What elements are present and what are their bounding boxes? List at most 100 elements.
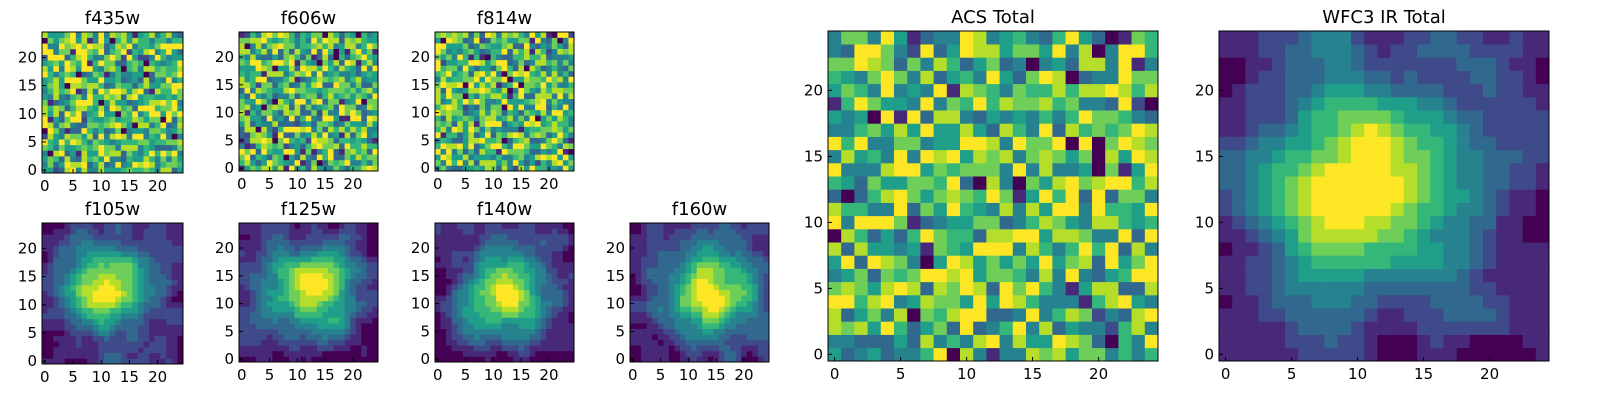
heatmap-cell — [239, 250, 245, 257]
heatmap-cell — [166, 37, 173, 44]
heatmap-cell — [1118, 176, 1132, 190]
heatmap-cell — [841, 163, 855, 177]
heatmap-cell — [272, 126, 279, 133]
axes-frame — [41, 222, 184, 365]
heatmap-cell — [160, 245, 167, 252]
heatmap-cell — [663, 334, 670, 341]
heatmap-cell — [87, 71, 94, 78]
heatmap-cell — [440, 350, 447, 357]
heatmap-cell — [333, 323, 340, 329]
heatmap-cell — [468, 98, 475, 105]
heatmap-cell — [294, 328, 301, 335]
heatmap-cell — [752, 328, 759, 335]
heatmap-cell — [115, 139, 122, 146]
heatmap-cell — [646, 300, 653, 307]
heatmap-cell — [462, 300, 469, 307]
heatmap-cell — [64, 273, 71, 280]
heatmap-cell — [933, 176, 948, 190]
heatmap-cell — [523, 126, 530, 133]
heatmap-cell — [355, 350, 362, 357]
heatmap-cell — [451, 317, 458, 324]
heatmap-cell — [680, 311, 686, 318]
heatmap-cell — [540, 143, 547, 150]
heatmap-cell — [479, 132, 486, 138]
heatmap-cell — [322, 328, 329, 335]
heatmap-cell — [255, 37, 262, 44]
heatmap-cell — [1144, 295, 1159, 309]
heatmap-cell — [47, 335, 54, 342]
heatmap-cell — [92, 105, 99, 112]
heatmap-cell — [58, 268, 65, 275]
heatmap-cell — [646, 295, 653, 302]
heatmap-cell — [81, 341, 88, 348]
heatmap-cell — [512, 223, 519, 229]
y-tick-label: 0 — [27, 161, 37, 179]
heatmap-cell — [339, 328, 345, 335]
heatmap-cell — [132, 301, 139, 308]
heatmap-cell — [446, 345, 452, 352]
heatmap-cell — [907, 268, 921, 283]
heatmap-cell — [115, 60, 122, 67]
heatmap-cell — [261, 334, 268, 341]
heatmap-cell — [523, 245, 530, 252]
heatmap-cell — [289, 104, 295, 111]
heatmap-cell — [986, 255, 1000, 269]
heatmap-cell — [171, 144, 178, 151]
heatmap-cell — [316, 323, 323, 329]
heatmap-cell — [440, 104, 447, 111]
heatmap-cell — [1026, 255, 1040, 269]
heatmap-cell — [244, 250, 251, 257]
heatmap-cell — [562, 43, 569, 49]
heatmap-cell — [244, 234, 251, 240]
heatmap-cell — [350, 328, 357, 335]
heatmap-cell — [894, 163, 908, 177]
heatmap-cell — [289, 311, 295, 318]
heatmap-cell — [440, 345, 447, 352]
heatmap-cell — [344, 284, 351, 291]
heatmap-cell — [70, 318, 77, 325]
heatmap-cell — [933, 110, 948, 124]
heatmap-cell — [339, 334, 345, 341]
heatmap-cell — [535, 317, 541, 324]
heatmap-cell — [986, 334, 1000, 349]
heatmap-cell — [512, 339, 519, 346]
heatmap-cell — [327, 93, 334, 100]
heatmap-cell — [289, 48, 295, 55]
heatmap-cell — [496, 295, 503, 302]
heatmap-cell — [322, 54, 329, 61]
heatmap-cell — [283, 37, 290, 44]
heatmap-cell — [255, 115, 262, 122]
heatmap-cell — [540, 154, 547, 161]
heatmap-cell — [562, 159, 569, 166]
heatmap-cell — [126, 290, 133, 297]
heatmap-cell — [355, 278, 362, 285]
heatmap-cell — [479, 126, 486, 133]
y-tick-label: 5 — [27, 133, 37, 151]
heatmap-cell — [551, 278, 558, 285]
heatmap-cell — [64, 77, 71, 84]
heatmap-cell — [344, 104, 351, 111]
heatmap-cell — [143, 105, 150, 112]
heatmap-cell — [468, 70, 475, 77]
heatmap-cell — [535, 356, 541, 363]
heatmap-cell — [272, 223, 279, 229]
heatmap-cell — [305, 87, 312, 94]
heatmap-cell — [652, 295, 659, 302]
heatmap-cell — [305, 284, 312, 291]
heatmap-cell — [327, 334, 334, 341]
heatmap-cell — [546, 300, 553, 307]
heatmap-cell — [468, 132, 475, 138]
heatmap-cell — [143, 43, 150, 50]
heatmap-cell — [143, 150, 150, 157]
heatmap-cell — [154, 228, 161, 235]
heatmap-cell — [92, 318, 99, 325]
x-tick-label: 5 — [265, 366, 275, 384]
heatmap-cell — [496, 245, 503, 252]
heatmap-cell — [960, 110, 974, 124]
heatmap-cell — [372, 334, 379, 341]
heatmap-cell — [641, 345, 647, 352]
heatmap-cell — [512, 43, 519, 49]
heatmap-cell — [154, 268, 161, 275]
heatmap-cell — [512, 328, 519, 335]
heatmap-cell — [462, 37, 469, 44]
